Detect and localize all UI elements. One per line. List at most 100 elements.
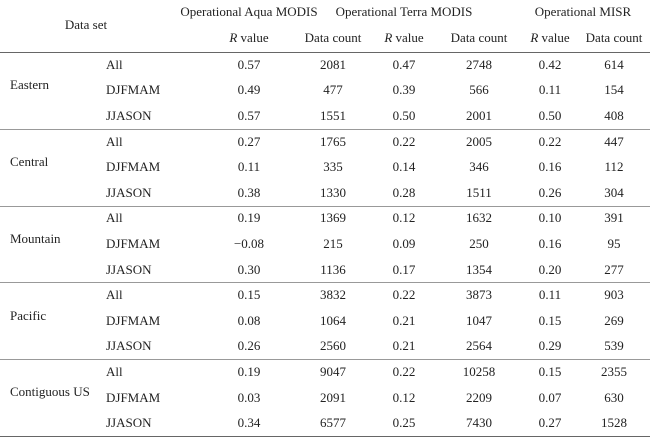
cell: 0.38 [237, 184, 261, 200]
cell: 0.11 [538, 287, 562, 303]
cell: 614 [604, 56, 624, 72]
header-sub: R value [530, 30, 569, 46]
cell: 0.39 [392, 82, 416, 98]
header-sub-text: R value [530, 30, 570, 45]
cell: 0.20 [538, 261, 562, 277]
cell: 0.11 [237, 159, 261, 175]
cell: 335 [323, 159, 343, 175]
cell: 277 [604, 261, 624, 277]
cell: 477 [323, 82, 343, 98]
season: All [106, 133, 123, 149]
cell: 0.19 [237, 210, 261, 226]
cell: 346 [469, 159, 489, 175]
group-rule [0, 128, 650, 130]
header-sub: R value [384, 30, 423, 46]
cell: 0.28 [392, 184, 416, 200]
cell: 1330 [320, 184, 346, 200]
cell: 0.34 [237, 415, 261, 431]
season: DJFMAM [106, 236, 161, 251]
cell: 6577 [320, 415, 346, 431]
season: DJFMAM [106, 82, 161, 98]
cell: 0.29 [538, 338, 562, 354]
cell: 1047 [466, 312, 492, 328]
season: JJASON [106, 338, 152, 354]
cell: 9047 [320, 364, 346, 379]
group-name: Central [10, 154, 49, 170]
cell: 1369 [320, 210, 346, 226]
group-name: Eastern [10, 77, 49, 93]
season: DJFMAM [106, 389, 161, 405]
cell: 2209 [466, 389, 492, 405]
cell: 0.15 [237, 287, 261, 303]
cell: 0.26 [538, 184, 562, 200]
cell: 0.21 [392, 312, 416, 328]
cell: 539 [604, 338, 624, 354]
cell: 2005 [466, 133, 492, 149]
cell: 0.22 [538, 133, 562, 149]
cell: 0.17 [392, 261, 416, 277]
cell: 3832 [320, 287, 346, 303]
cell: 0.42 [538, 56, 562, 72]
cell: 0.27 [538, 415, 562, 431]
cell: 7430 [466, 415, 492, 431]
cell: 2001 [466, 108, 492, 123]
cell: 0.27 [237, 133, 261, 149]
cell: 112 [604, 159, 624, 175]
cell: 2091 [320, 389, 346, 405]
cell: 903 [604, 287, 624, 303]
cell: 0.21 [392, 338, 416, 354]
cell: 3873 [466, 287, 492, 303]
header-sub: Data count [450, 30, 508, 45]
cell: 0.16 [538, 159, 562, 175]
cell: 215 [323, 236, 343, 251]
cell: 0.47 [392, 56, 416, 72]
cell: 2355 [601, 364, 627, 379]
group-name: Pacific [10, 307, 47, 323]
cell: 1136 [320, 261, 346, 277]
cell: 0.11 [538, 82, 562, 98]
group-name: Mountain [10, 230, 61, 246]
cell: 0.22 [392, 287, 416, 303]
season: All [106, 210, 123, 226]
header-group: Operational MISR [534, 4, 632, 19]
header-sub: Data count [304, 30, 362, 45]
header-group: Operational Aqua MODIS [180, 4, 318, 19]
cell: 250 [469, 236, 489, 251]
cell: 1765 [320, 133, 346, 149]
header-sub-text: R value [229, 30, 269, 45]
cell: 2560 [320, 338, 346, 354]
cell: 0.16 [538, 236, 562, 251]
season: All [106, 287, 123, 303]
season: DJFMAM [106, 159, 161, 175]
cell: 0.50 [392, 108, 416, 123]
cell: 0.15 [538, 364, 562, 379]
cell: 0.10 [538, 210, 562, 226]
cell: 10258 [462, 364, 496, 379]
cell: 0.30 [237, 261, 261, 277]
bottom-rule [0, 436, 650, 437]
season: All [106, 56, 123, 72]
group-rule [0, 282, 650, 284]
cell: 0.50 [538, 108, 562, 123]
header-sub: R value [229, 30, 268, 46]
cell: 0.25 [392, 415, 416, 431]
header-sub: Data count [585, 30, 643, 45]
cell: 2564 [466, 338, 492, 354]
cell: 447 [604, 133, 624, 149]
cell: 1528 [601, 415, 627, 431]
cell: 1064 [320, 312, 346, 328]
season: JJASON [106, 415, 152, 431]
cell: 1632 [466, 210, 492, 226]
cell: 0.49 [237, 82, 261, 98]
cell: 269 [604, 312, 624, 328]
cell: 0.03 [237, 389, 261, 405]
group-rule [0, 205, 650, 207]
cell: 304 [604, 184, 624, 200]
season: DJFMAM [106, 312, 161, 328]
cell: 0.12 [392, 389, 416, 405]
cell: 1354 [466, 261, 492, 277]
cell: −0.08 [233, 236, 265, 251]
cell: 408 [604, 108, 624, 123]
cell: 0.26 [237, 338, 261, 354]
cell: 2081 [320, 56, 346, 72]
